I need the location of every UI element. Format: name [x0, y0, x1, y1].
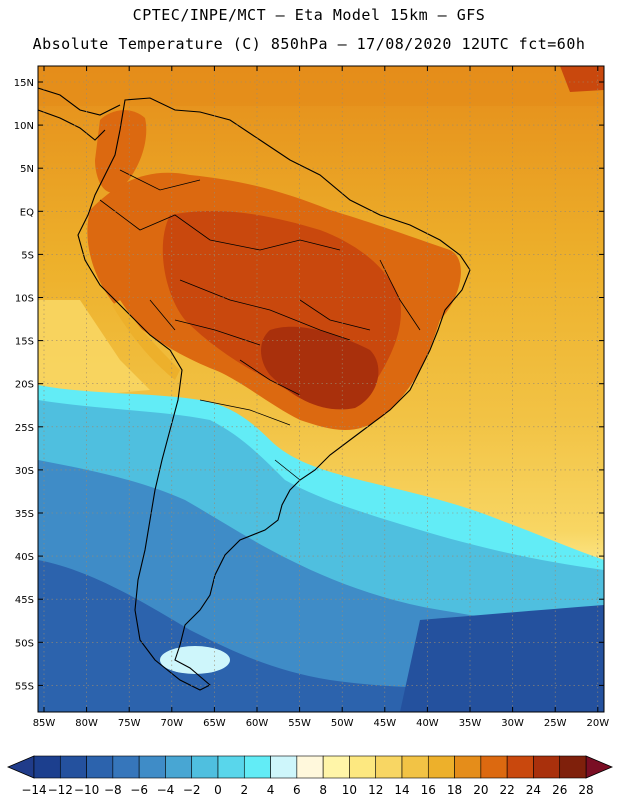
colorbar-swatch	[506, 755, 534, 779]
latitude-labels: 15N 10N 5N EQ 5S 10S 15S 20S 25S 30S 35S 40S 45S 50S 5…	[14, 78, 604, 692]
colorbar-swatch	[296, 755, 324, 779]
lon-label: 50W	[331, 718, 354, 729]
coldest-airmass	[38, 560, 604, 712]
cool-pocket	[160, 646, 230, 674]
colorbar-swatch	[480, 755, 508, 779]
lat-label: 50S	[15, 638, 34, 649]
colorbar-swatch	[375, 755, 403, 779]
colorbar-swatch	[86, 755, 114, 779]
colorbar-swatch	[454, 755, 482, 779]
lon-label: 80W	[75, 718, 98, 729]
lat-label: 15S	[15, 337, 34, 348]
coastlines	[38, 87, 471, 691]
colorbar-swatch	[59, 755, 87, 779]
lat-label: 10S	[15, 294, 34, 305]
colorbar-swatch	[138, 755, 166, 779]
lat-label: 5N	[20, 164, 34, 175]
lon-label: 60W	[246, 718, 269, 729]
longitude-labels: 85W 80W 75W 70W 65W 60W 55W 50W 45W 40W 35W 30W 25W 2…	[33, 66, 609, 729]
lat-label: 35S	[15, 509, 34, 520]
colorbar-label: −2	[183, 783, 201, 797]
lat-label: 40S	[15, 552, 34, 563]
heat-region-colombia	[95, 110, 147, 193]
lat-label: 45S	[15, 595, 34, 606]
colorbar-swatch	[33, 755, 61, 779]
colorbar-swatch	[401, 755, 429, 779]
colorbar-over-arrow	[585, 755, 614, 779]
lon-label: 35W	[459, 718, 482, 729]
colorbar-under-arrow	[6, 755, 35, 779]
colorbar-label: −6	[130, 783, 148, 797]
country-borders	[99, 169, 421, 481]
deep-cold-core	[400, 605, 604, 712]
colorbar-swatch	[270, 755, 298, 779]
colorbar-swatch	[165, 755, 193, 779]
heat-hotspot	[261, 326, 379, 410]
colorbar-label: 20	[473, 783, 488, 797]
pacific-pale-band	[38, 300, 150, 400]
colorbar-label: 6	[293, 783, 301, 797]
colorbar-swatch	[427, 755, 455, 779]
map-title: CPTEC/INPE/MCT – Eta Model 15km – GFS	[132, 6, 486, 24]
colorbar-swatch	[112, 755, 140, 779]
colorbar-label: 28	[578, 783, 593, 797]
map-frame	[37, 65, 605, 713]
colorbar-label: 0	[214, 783, 222, 797]
lon-label: 45W	[373, 718, 396, 729]
colorbar-label: 2	[240, 783, 248, 797]
colorbar-label: 10	[342, 783, 357, 797]
colorbar-label: 4	[267, 783, 275, 797]
colorbar-label: −8	[104, 783, 122, 797]
map-subtitle: Absolute Temperature (C) 850hPa – 17/08/…	[32, 35, 586, 53]
colorbar-label: −4	[157, 783, 175, 797]
central-america-coastline	[38, 87, 121, 141]
lat-label: 30S	[15, 466, 34, 477]
colorbar-label: 22	[500, 783, 515, 797]
lat-label: 5S	[21, 250, 34, 261]
lon-label: 75W	[118, 718, 141, 729]
colorbar-label: −14	[21, 783, 46, 797]
lon-label: 70W	[160, 718, 183, 729]
colorbar-label: −10	[74, 783, 99, 797]
south-america-coastline	[77, 97, 471, 691]
lon-label: 85W	[33, 718, 56, 729]
lon-label: 55W	[288, 718, 311, 729]
colorbar-label: 18	[447, 783, 462, 797]
colorbar-label: 24	[526, 783, 541, 797]
colorbar-swatch	[243, 755, 271, 779]
colorbar-label: −12	[48, 783, 73, 797]
andes-cool-streak	[112, 300, 180, 380]
colorbar-label: 14	[394, 783, 409, 797]
lat-label: EQ	[20, 207, 34, 218]
lat-label: 25S	[15, 423, 34, 434]
caribbean-warm-band	[38, 66, 604, 106]
colorbar-swatch	[217, 755, 245, 779]
lon-label: 65W	[203, 718, 226, 729]
lat-label: 15N	[14, 78, 34, 89]
colorbar-swatch	[349, 755, 377, 779]
colorbar-label: 12	[368, 783, 383, 797]
temperature-field	[38, 66, 604, 712]
lat-label: 55S	[15, 681, 34, 692]
lon-label: 20W	[586, 718, 609, 729]
colorbar-swatch	[559, 755, 587, 779]
colorbar-swatch	[533, 755, 561, 779]
heat-region-caribbean	[560, 66, 604, 92]
colorbar-label: 26	[552, 783, 567, 797]
lat-label: 20S	[15, 380, 34, 391]
lon-label: 25W	[544, 718, 567, 729]
colorbar-swatch	[322, 755, 350, 779]
lat-label: 10N	[14, 121, 34, 132]
colorbar-swatch	[191, 755, 219, 779]
colorbar-label: 8	[319, 783, 327, 797]
lon-label: 30W	[501, 718, 524, 729]
colorbar-label: 16	[421, 783, 436, 797]
colorbar: −14 −12 −10 −8 −6 −4 −2 0 2 4 6 8 10 12 14 16 18 20 22 24 26…	[6, 755, 614, 797]
lon-label: 40W	[416, 718, 439, 729]
